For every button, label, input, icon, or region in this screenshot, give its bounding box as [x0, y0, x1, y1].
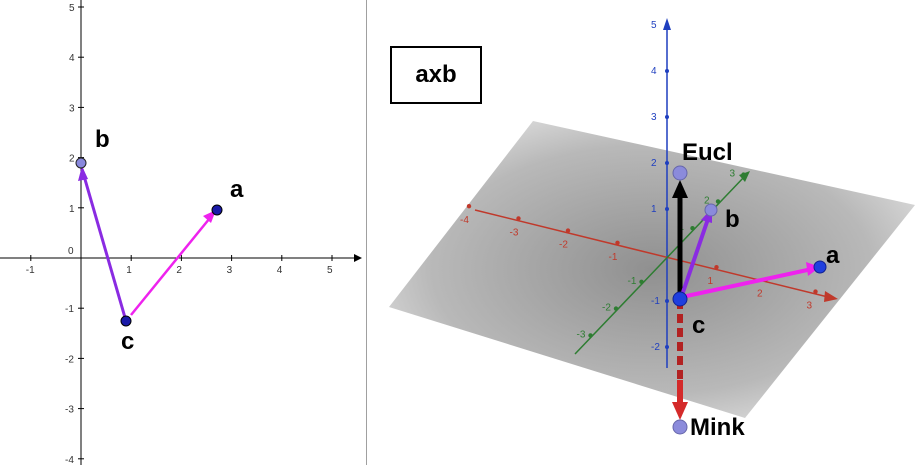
y-tick-label: 5	[69, 3, 75, 14]
label-c: c	[121, 328, 134, 355]
vector-c-to-a-3d-arrowhead	[806, 262, 820, 276]
point-mink[interactable]	[672, 419, 688, 435]
x-tick-label: 4	[277, 265, 283, 276]
vector-c-to-a-3d[interactable]	[681, 267, 813, 299]
vector-c-to-b-arrowhead	[78, 166, 88, 181]
x-tick-label: -1	[26, 265, 35, 276]
point-b-3d[interactable]	[704, 203, 718, 217]
view-divider[interactable]	[366, 0, 367, 465]
x3d-tick-label: -4	[460, 215, 469, 226]
y3d-tick-label: -3	[577, 329, 586, 340]
label-a: a	[230, 176, 244, 203]
z-tick-label: -2	[651, 342, 660, 353]
y-tick-label: 4	[69, 53, 75, 64]
x3d-tick-mark	[714, 265, 719, 270]
z-tick-mark	[665, 207, 669, 211]
y-tick-label: 3	[69, 103, 75, 114]
z-tick-mark	[665, 299, 669, 303]
eucl-vector-arrowhead	[672, 180, 688, 198]
z-tick-mark	[665, 345, 669, 349]
y-tick-label: -3	[65, 405, 74, 416]
y-tick-label: -1	[65, 304, 74, 315]
x3d-tick-mark	[615, 240, 620, 245]
z-tick-label: 1	[651, 204, 657, 215]
z-tick-label: -1	[651, 296, 660, 307]
x-axis-3d-arrow	[824, 291, 838, 302]
z-tick-mark	[665, 115, 669, 119]
vector-c-to-b-3d[interactable]	[679, 215, 711, 299]
x3d-tick-mark	[565, 228, 571, 233]
y3d-tick-label: 3	[730, 169, 736, 180]
graphics-2d-view[interactable]: -1 0 1 2 3 4 5 5 4 3 2 1 -1 -2 -3 -4 b a c	[0, 0, 366, 465]
y-axis-3d	[574, 175, 746, 355]
z-tick-mark	[665, 161, 669, 165]
point-a[interactable]	[211, 204, 223, 216]
x3d-tick-label: -1	[609, 252, 618, 263]
xy-plane	[389, 121, 915, 418]
z-tick-mark	[665, 23, 669, 27]
x-tick-label: 0	[68, 246, 74, 257]
y-tick-label: -4	[65, 455, 74, 465]
x3d-tick-label: 1	[708, 276, 714, 287]
x3d-tick-mark	[516, 216, 521, 221]
y3d-tick-mark	[715, 199, 721, 204]
label-a-3d: a	[826, 242, 840, 269]
x3d-tick-label: 2	[757, 288, 763, 299]
x-tick-label: 3	[227, 265, 233, 276]
point-a-3d[interactable]	[813, 260, 827, 274]
mink-vector-arrowhead	[672, 402, 688, 420]
y-tick-label: 1	[69, 204, 75, 215]
vector-c-to-a[interactable]	[130, 212, 215, 316]
z-tick-label: 5	[651, 20, 657, 31]
point-c[interactable]	[120, 315, 132, 327]
x-tick-label: 5	[327, 265, 333, 276]
y3d-tick-label: -1	[628, 276, 637, 287]
label-mink: Mink	[690, 414, 745, 441]
y-tick-label: -2	[65, 354, 74, 365]
x3d-tick-label: 3	[807, 301, 813, 312]
y3d-tick-mark	[613, 306, 619, 311]
label-b: b	[95, 126, 110, 153]
x-axis-arrow	[354, 254, 362, 262]
x3d-tick-label: -3	[510, 227, 519, 238]
y3d-tick-mark	[588, 333, 593, 338]
title-text: axb	[415, 61, 457, 88]
z-tick-mark	[665, 69, 669, 73]
point-c-3d[interactable]	[672, 291, 688, 307]
x-tick-label: 1	[126, 265, 132, 276]
y3d-tick-mark	[690, 226, 695, 231]
z-tick-label: 4	[651, 66, 657, 77]
point-eucl[interactable]	[672, 165, 688, 181]
y3d-tick-label: 2	[704, 195, 710, 206]
z-tick-label: 3	[651, 112, 657, 123]
x-axis-3d	[474, 209, 833, 299]
y-tick-label: 2	[69, 154, 75, 165]
point-b[interactable]	[75, 157, 87, 169]
y3d-tick-mark	[639, 279, 644, 284]
x3d-tick-mark	[813, 289, 818, 294]
vector-c-to-b[interactable]	[80, 168, 128, 322]
label-eucl: Eucl	[682, 139, 733, 166]
x-tick-label: 2	[176, 265, 182, 276]
z-tick-label: 2	[651, 158, 657, 169]
y3d-tick-mark	[741, 172, 746, 177]
title-textbox[interactable]: axb	[390, 46, 482, 104]
label-c-3d: c	[692, 312, 705, 339]
label-b-3d: b	[725, 206, 740, 233]
y3d-tick-label: -2	[602, 303, 611, 314]
x3d-tick-mark	[466, 204, 472, 209]
x3d-tick-label: -2	[559, 240, 568, 251]
